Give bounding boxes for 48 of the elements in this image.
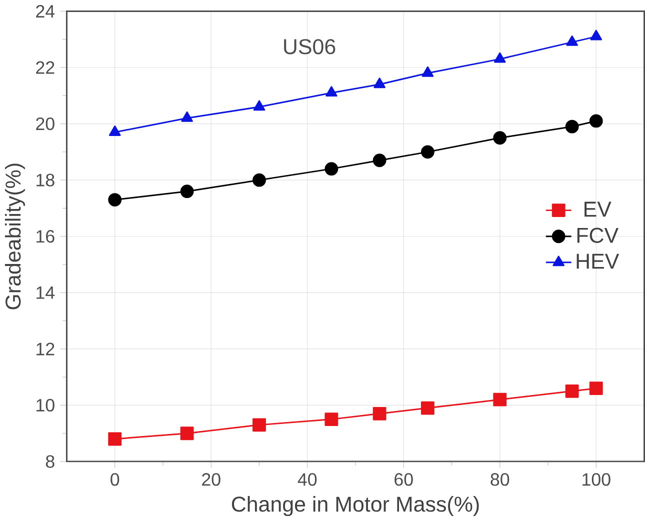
legend-label: HEV bbox=[576, 254, 620, 269]
x-tick-label: 20 bbox=[202, 473, 220, 486]
y-tick-label: 18 bbox=[36, 174, 54, 186]
point bbox=[108, 193, 122, 206]
point bbox=[372, 406, 386, 420]
point bbox=[108, 432, 122, 446]
point bbox=[493, 392, 507, 406]
point bbox=[374, 78, 386, 88]
y-axis-title: Gradeability(%) bbox=[4, 164, 25, 310]
x-tick-label: 100 bbox=[582, 473, 610, 486]
point bbox=[422, 66, 434, 77]
x-tick-label: 60 bbox=[394, 473, 413, 486]
point bbox=[590, 30, 602, 40]
x-tick-label: 0 bbox=[110, 473, 120, 486]
text: US06 bbox=[284, 39, 336, 54]
y-tick-label: 8 bbox=[46, 455, 54, 468]
legend-label: EV bbox=[584, 202, 612, 217]
point bbox=[565, 384, 579, 398]
legend-label: FCV bbox=[577, 228, 618, 243]
point bbox=[420, 401, 434, 415]
point bbox=[493, 131, 507, 145]
point bbox=[589, 382, 603, 396]
x-tick-label: 40 bbox=[298, 473, 317, 486]
point bbox=[566, 35, 578, 46]
point bbox=[565, 120, 579, 134]
point bbox=[108, 126, 121, 136]
point bbox=[326, 86, 338, 97]
x-axis-title: Change in Motor Mass(%) bbox=[232, 496, 479, 516]
y-tick-label: 16 bbox=[36, 230, 54, 243]
y-tick-label: 10 bbox=[36, 398, 54, 412]
point bbox=[420, 145, 434, 159]
point bbox=[181, 111, 193, 122]
y-tick-label: 20 bbox=[36, 117, 54, 130]
point bbox=[372, 154, 386, 168]
point bbox=[252, 418, 266, 432]
point bbox=[180, 184, 194, 198]
point bbox=[252, 173, 266, 187]
point bbox=[494, 52, 506, 63]
point bbox=[324, 412, 338, 426]
y-tick-label: 12 bbox=[36, 342, 54, 356]
point bbox=[589, 114, 603, 128]
y-tick-label: 14 bbox=[36, 286, 55, 299]
y-tick-label: 22 bbox=[36, 61, 54, 74]
point bbox=[324, 162, 338, 176]
x-tick-label: 80 bbox=[490, 473, 510, 486]
point bbox=[180, 426, 194, 440]
point bbox=[253, 100, 266, 111]
y-tick-label: 24 bbox=[36, 4, 55, 18]
